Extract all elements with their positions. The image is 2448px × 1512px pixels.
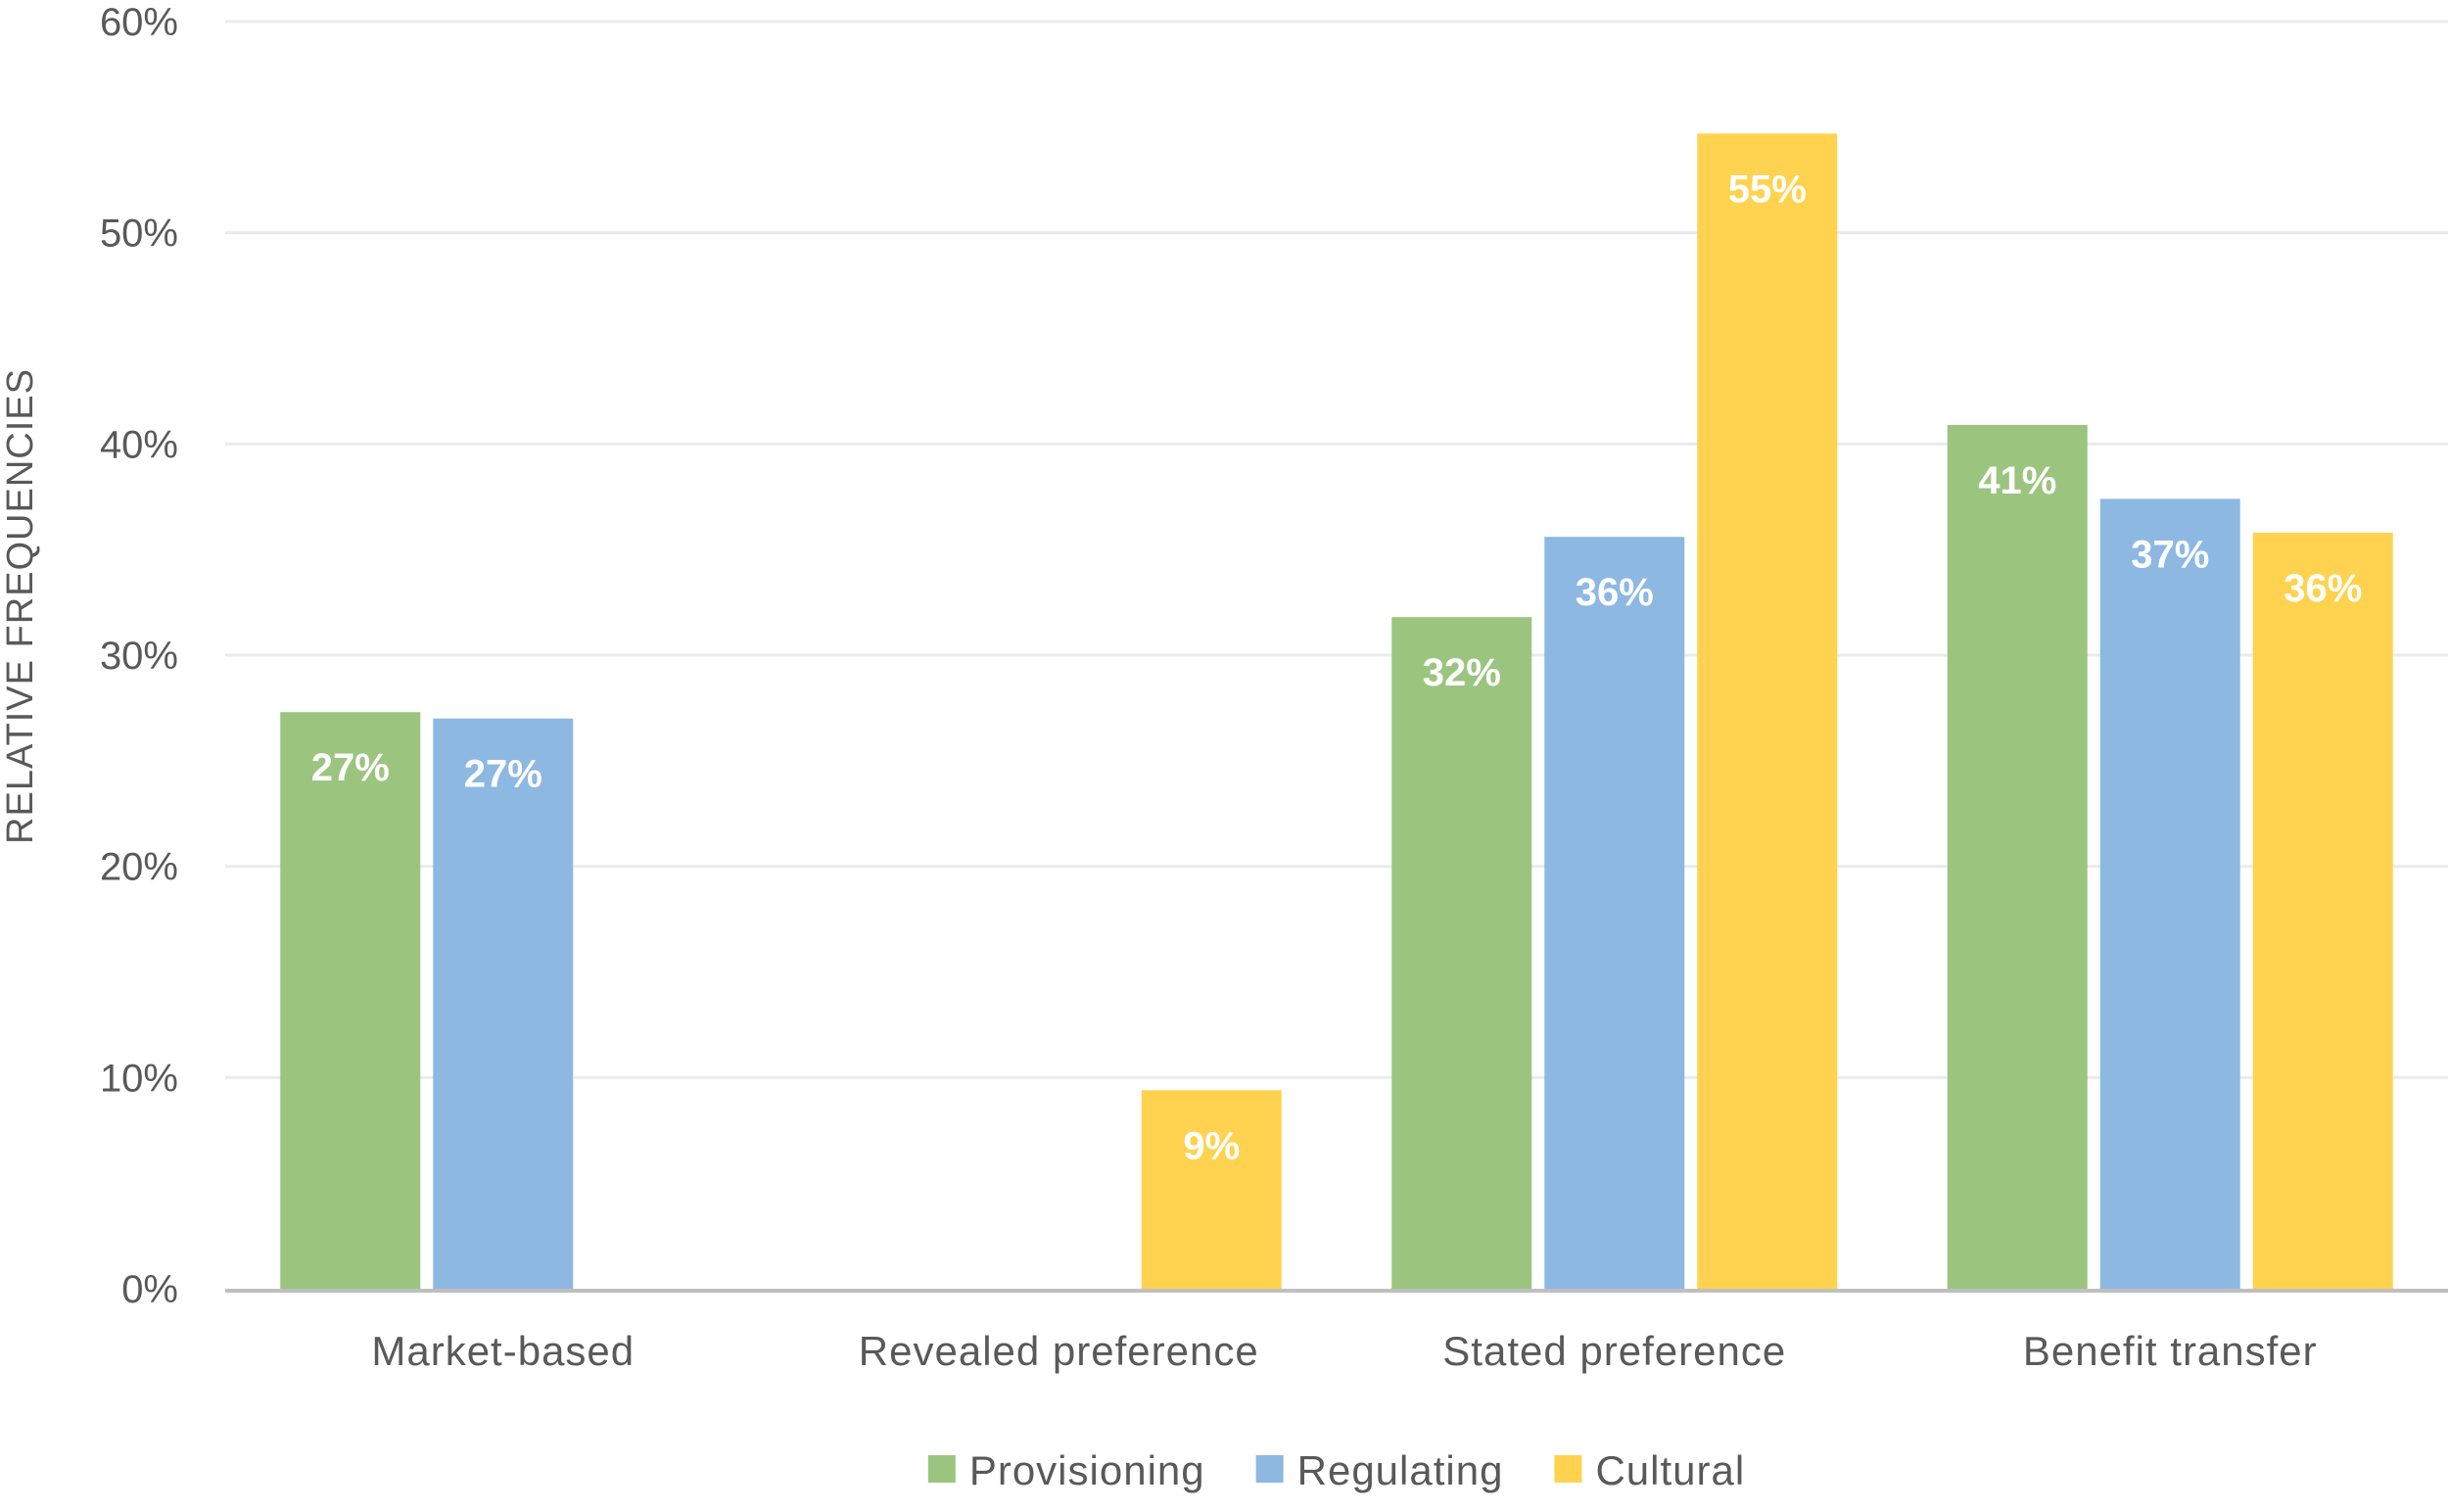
data-label: 9% bbox=[1183, 1124, 1240, 1167]
bar-regulating bbox=[1544, 537, 1685, 1289]
x-category-label: Benefit transfer bbox=[2023, 1328, 2318, 1374]
data-label: 27% bbox=[311, 746, 390, 789]
y-tick-label: 40% bbox=[100, 423, 178, 466]
bar-provisioning bbox=[1947, 424, 2088, 1289]
data-labels: 27% 27% 9% 32% 36% 55% 41% 37% 36% bbox=[311, 167, 2363, 1167]
data-label: 36% bbox=[2283, 567, 2362, 610]
y-tick-label: 50% bbox=[100, 213, 178, 256]
bars bbox=[280, 133, 2393, 1289]
y-axis-title: RELATIVE FREQUENCIES bbox=[0, 368, 41, 844]
x-category-label: Revealed preference bbox=[859, 1328, 1259, 1374]
data-label: 36% bbox=[1576, 571, 1654, 614]
data-label: 37% bbox=[2131, 533, 2209, 576]
bar-cultural bbox=[1697, 133, 1838, 1289]
x-category-label: Market-based bbox=[371, 1328, 635, 1374]
bar-provisioning bbox=[1391, 617, 1532, 1289]
y-tick-label: 60% bbox=[100, 1, 178, 44]
legend-label: Cultural bbox=[1595, 1447, 1745, 1493]
legend-label: Provisioning bbox=[969, 1447, 1205, 1493]
data-label: 41% bbox=[1978, 459, 2056, 502]
y-tick-label: 30% bbox=[100, 635, 178, 678]
bar-cultural bbox=[2252, 532, 2393, 1289]
y-tick-label: 10% bbox=[100, 1057, 178, 1100]
y-tick-label: 20% bbox=[100, 846, 178, 889]
bar-regulating bbox=[433, 718, 574, 1289]
data-label: 32% bbox=[1423, 651, 1501, 694]
data-label: 27% bbox=[464, 753, 542, 796]
legend-swatch-cultural bbox=[1554, 1455, 1582, 1483]
bar-provisioning bbox=[280, 712, 421, 1289]
bar-regulating bbox=[2099, 498, 2240, 1289]
data-label: 55% bbox=[1728, 167, 1807, 211]
x-axis-categories: Market-based Revealed preference Stated pr… bbox=[371, 1328, 2318, 1374]
legend-swatch-provisioning bbox=[927, 1455, 956, 1483]
y-tick-label: 0% bbox=[121, 1268, 178, 1311]
legend-swatch-regulating bbox=[1255, 1455, 1284, 1483]
legend-label: Regulating bbox=[1297, 1447, 1504, 1493]
bar-cultural bbox=[1141, 1090, 1282, 1289]
y-axis-ticks: 0% 10% 20% 30% 40% 50% 60% bbox=[100, 1, 178, 1311]
legend: Provisioning Regulating Cultural bbox=[927, 1447, 1745, 1493]
x-category-label: Stated preference bbox=[1442, 1328, 1786, 1374]
